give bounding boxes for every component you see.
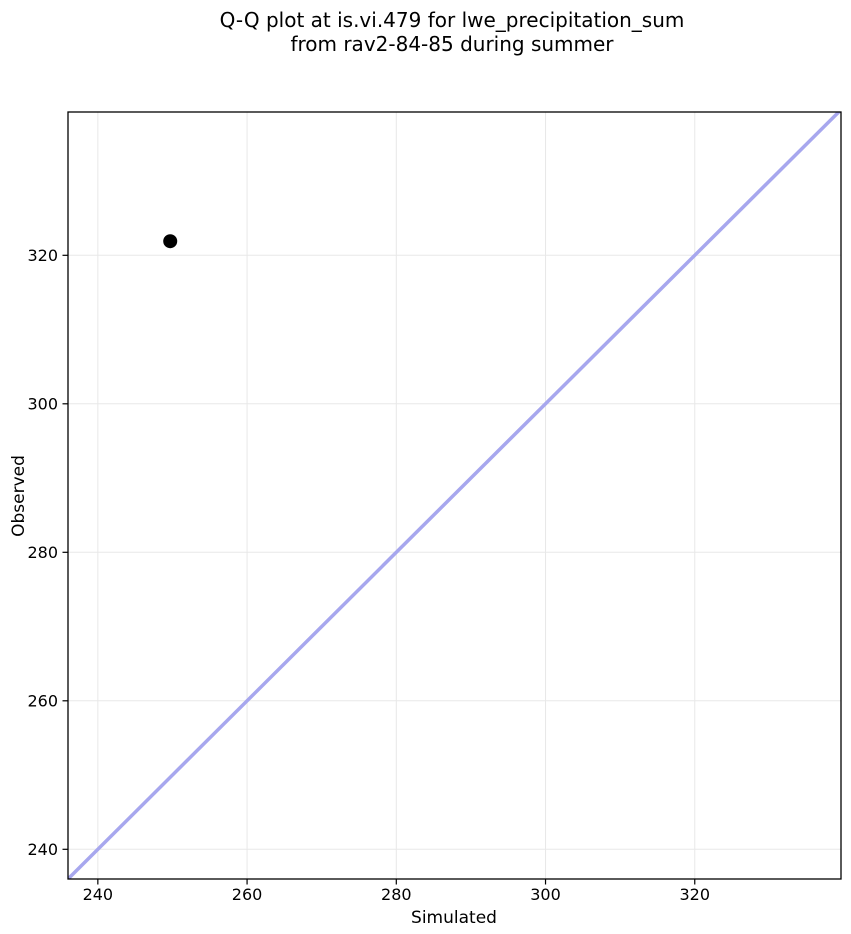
y-tick-label: 240	[27, 840, 58, 859]
x-tick-label: 320	[679, 885, 710, 904]
x-tick-label: 240	[83, 885, 114, 904]
chart-title-line-1: Q-Q plot at is.vi.479 for lwe_precipitat…	[220, 8, 685, 32]
axes-spines	[67, 111, 842, 880]
x-tick-label: 280	[381, 885, 412, 904]
chart-title-line-2: from rav2-84-85 during summer	[290, 32, 614, 56]
plot-area: 240 260 280 300 320 240 260 280 300 320	[27, 112, 841, 904]
y-tick-label: 320	[27, 246, 58, 265]
x-tick-label: 300	[530, 885, 561, 904]
x-tick-label: 260	[232, 885, 263, 904]
y-tick-label: 300	[27, 394, 58, 413]
data-point	[163, 234, 178, 249]
y-axis-label: Observed	[9, 455, 29, 537]
y-tick-label: 280	[27, 543, 58, 562]
y-tick-label: 260	[27, 691, 58, 710]
identity-line	[68, 112, 841, 879]
x-axis-label: Simulated	[411, 908, 497, 928]
